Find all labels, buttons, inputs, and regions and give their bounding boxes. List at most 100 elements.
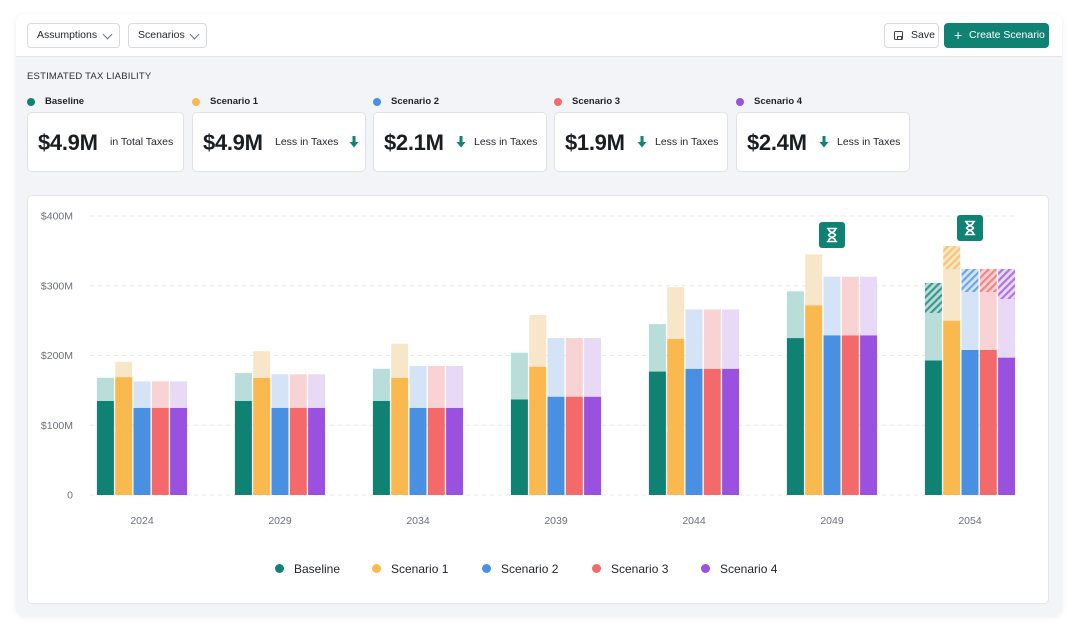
- bar-upper-scenario-1-2029: [253, 351, 271, 378]
- y-tick-label: 0: [67, 490, 73, 502]
- bar-scenario-2-2044: [685, 368, 703, 495]
- kpi-card: $4.9M in Total Taxes: [27, 112, 184, 172]
- legend-dot-icon: [372, 564, 381, 573]
- bar-scenario-4-2044: [722, 368, 740, 495]
- bar-hatched-scenario-2-2054: [961, 269, 979, 293]
- kpi-description: Less in Taxes: [275, 136, 339, 148]
- bar-upper-scenario-2-2044: [685, 309, 703, 369]
- bar-upper-scenario-3-2054: [979, 292, 997, 350]
- bar-upper-scenario-1-2034: [391, 343, 409, 378]
- legend-item[interactable]: Scenario 1: [372, 562, 448, 576]
- bar-scenario-2-2049: [823, 335, 841, 495]
- bar-baseline-2044: [648, 371, 666, 495]
- bar-upper-scenario-4-2049: [860, 276, 878, 336]
- legend-dot-icon: [701, 564, 710, 573]
- bar-upper-baseline-2039: [510, 352, 528, 400]
- bar-upper-scenario-4-2044: [722, 309, 740, 369]
- section-title: ESTIMATED TAX LIABILITY: [27, 71, 152, 82]
- scenarios-dropdown[interactable]: Scenarios: [128, 23, 207, 48]
- bar-scenario-1-2044: [667, 338, 685, 495]
- x-tick-label: 2024: [130, 515, 154, 527]
- bar-scenario-4-2039: [584, 396, 602, 495]
- bar-baseline-2034: [372, 400, 390, 495]
- kpi-legend-label: Scenario 3: [572, 96, 621, 107]
- bar-upper-scenario-1-2024: [115, 361, 133, 378]
- assumptions-dropdown[interactable]: Assumptions: [27, 23, 120, 48]
- kpi-value: $4.9M: [203, 130, 263, 155]
- plus-icon: +: [954, 27, 963, 43]
- legend-label: Scenario 2: [501, 562, 559, 576]
- bar-scenario-4-2034: [446, 407, 464, 495]
- bar-upper-scenario-1-2039: [529, 315, 547, 367]
- kpi-legend-label: Baseline: [45, 96, 85, 107]
- kpi-description: Less in Taxes: [837, 136, 901, 148]
- bar-scenario-1-2034: [391, 377, 409, 495]
- bar-upper-scenario-4-2039: [584, 338, 602, 397]
- chevron-down-icon: [102, 29, 113, 40]
- kpi-value: $2.4M: [747, 130, 807, 155]
- assumptions-label: Assumptions: [37, 29, 98, 41]
- bar-scenario-2-2034: [409, 407, 427, 495]
- bar-upper-baseline-2034: [372, 368, 390, 401]
- chart-card: 0 $100M $200M $300M $400M 2024 2029 2034 2039 204…: [27, 195, 1049, 604]
- bar-upper-scenario-1-2044: [667, 287, 685, 339]
- bar-scenario-3-2039: [565, 396, 583, 495]
- legend-dot-icon: [592, 564, 601, 573]
- kpi-card: $2.4M Less in Taxes: [736, 112, 910, 172]
- bar-scenario-2-2024: [133, 407, 151, 495]
- save-button[interactable]: Save: [884, 23, 939, 48]
- bar-upper-baseline-2044: [648, 324, 666, 372]
- bar-upper-scenario-1-2054: [943, 269, 961, 321]
- bar-baseline-2024: [96, 400, 114, 495]
- hourglass-icon: [957, 215, 983, 241]
- legend-label: Baseline: [294, 562, 341, 576]
- bar-upper-scenario-4-2024: [170, 381, 188, 408]
- bar-scenario-3-2054: [979, 349, 997, 495]
- create-scenario-button[interactable]: + Create Scenario: [944, 23, 1049, 48]
- y-tick-label: $200M: [41, 350, 73, 362]
- legend-dot-icon: [554, 98, 562, 106]
- save-label: Save: [911, 29, 935, 41]
- bar-upper-scenario-3-2034: [427, 365, 445, 408]
- bar-upper-scenario-2-2034: [409, 365, 427, 408]
- legend-item[interactable]: Scenario 4: [701, 562, 777, 576]
- legend-item[interactable]: Scenario 3: [592, 562, 668, 576]
- kpi-legend-4: Scenario 4: [736, 96, 802, 107]
- kpi-description: Less in Taxes: [655, 136, 719, 148]
- kpi-legend-label: Scenario 2: [391, 96, 440, 107]
- arrow-down-icon: [349, 136, 359, 148]
- bar-hatched-scenario-1-2054: [943, 245, 961, 270]
- kpi-value: $4.9M: [38, 130, 98, 155]
- bar-baseline-2029: [234, 400, 252, 495]
- legend-dot-icon: [275, 564, 284, 573]
- bar-scenario-2-2039: [547, 396, 565, 495]
- kpi-value: $1.9M: [565, 130, 625, 155]
- bar-scenario-4-2054: [998, 357, 1016, 495]
- x-tick-label: 2049: [820, 515, 844, 527]
- y-tick-label: $300M: [41, 280, 73, 292]
- chevron-down-icon: [189, 29, 200, 40]
- legend-item[interactable]: Baseline: [275, 562, 340, 576]
- kpi-legend-2: Scenario 2: [373, 96, 439, 107]
- bar-scenario-3-2024: [151, 407, 169, 495]
- app-window: Assumptions Scenarios Save + Create Scen…: [16, 14, 1062, 616]
- bar-baseline-2054: [924, 360, 942, 495]
- hourglass-icon: [819, 222, 845, 248]
- bar-scenario-1-2054: [943, 320, 961, 495]
- legend-dot-icon: [192, 98, 200, 106]
- kpi-card: $4.9M Less in Taxes: [192, 112, 366, 172]
- kpi-card: $1.9M Less in Taxes: [554, 112, 728, 172]
- arrow-down-icon: [819, 136, 829, 148]
- bar-scenario-3-2044: [703, 368, 721, 495]
- x-tick-label: 2029: [268, 515, 292, 527]
- bar-upper-scenario-1-2049: [805, 254, 823, 306]
- legend-dot-icon: [736, 98, 744, 106]
- bar-upper-scenario-4-2029: [308, 374, 326, 408]
- kpi-legend-1: Scenario 1: [192, 96, 258, 107]
- bar-upper-scenario-3-2049: [841, 276, 859, 336]
- bar-upper-scenario-3-2044: [703, 309, 721, 369]
- bar-scenario-3-2049: [841, 335, 859, 495]
- tax-liability-chart: 0 $100M $200M $300M $400M 2024 2029 2034 2039 204…: [41, 211, 1018, 527]
- legend-item[interactable]: Scenario 2: [482, 562, 558, 576]
- legend-label: Scenario 1: [391, 562, 449, 576]
